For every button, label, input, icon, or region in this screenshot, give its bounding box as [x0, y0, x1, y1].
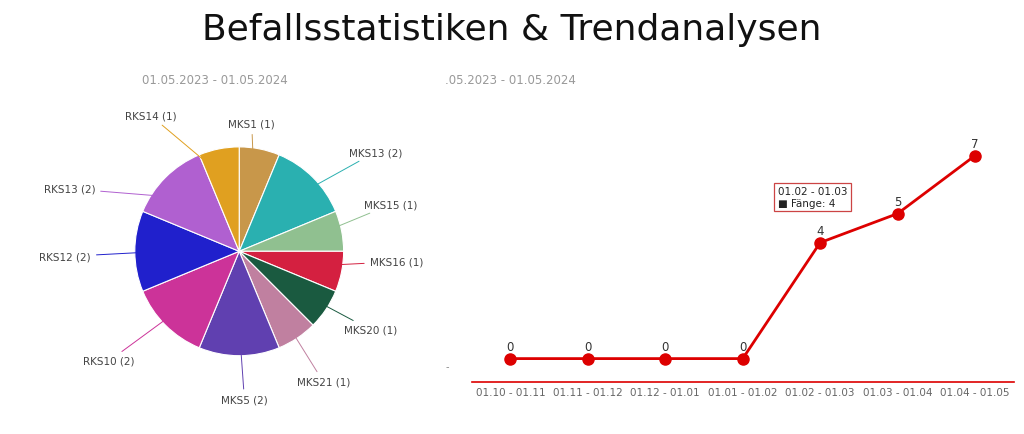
Wedge shape: [240, 252, 313, 348]
Text: 0: 0: [662, 341, 669, 354]
Wedge shape: [240, 212, 344, 252]
Text: MKS21 (1): MKS21 (1): [283, 316, 350, 387]
Wedge shape: [240, 252, 344, 292]
Text: .05.2023 - 01.05.2024: .05.2023 - 01.05.2024: [445, 74, 577, 87]
Text: 0: 0: [739, 341, 746, 354]
Wedge shape: [240, 252, 336, 326]
Text: 7: 7: [972, 138, 979, 151]
Text: 0: 0: [584, 341, 592, 354]
Text: RKS14 (1): RKS14 (1): [125, 112, 222, 176]
Wedge shape: [240, 148, 280, 252]
Text: MKS5 (2): MKS5 (2): [221, 329, 268, 404]
Text: MKS1 (1): MKS1 (1): [228, 120, 275, 175]
Wedge shape: [142, 155, 240, 252]
Wedge shape: [200, 252, 280, 356]
Text: 4: 4: [816, 225, 824, 238]
Text: 01.05.2023 - 01.05.2024: 01.05.2023 - 01.05.2024: [142, 74, 288, 87]
Text: RKS12 (2): RKS12 (2): [39, 252, 161, 262]
Wedge shape: [200, 148, 240, 252]
Text: MKS20 (1): MKS20 (1): [304, 295, 397, 335]
Text: 0: 0: [507, 341, 514, 354]
Wedge shape: [142, 252, 240, 348]
Text: MKS16 (1): MKS16 (1): [315, 257, 423, 267]
Text: MKS15 (1): MKS15 (1): [315, 200, 418, 236]
Text: MKS13 (2): MKS13 (2): [295, 148, 402, 197]
Text: -: -: [445, 361, 449, 371]
Text: RKS13 (2): RKS13 (2): [43, 184, 183, 198]
Text: 5: 5: [894, 196, 901, 209]
Text: RKS10 (2): RKS10 (2): [83, 306, 184, 366]
Wedge shape: [240, 155, 336, 252]
Wedge shape: [135, 212, 240, 292]
Text: 01.02 - 01.03
■ Fänge: 4: 01.02 - 01.03 ■ Fänge: 4: [777, 187, 847, 208]
Text: Befallsstatistiken & Trendanalysen: Befallsstatistiken & Trendanalysen: [203, 13, 821, 47]
